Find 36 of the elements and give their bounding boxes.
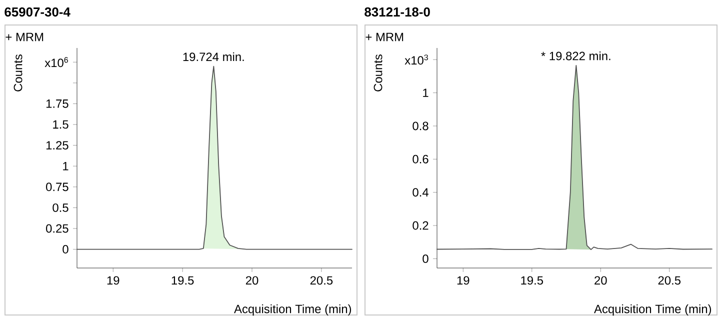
line-series — [76, 66, 352, 250]
x-tick-label: 19 — [457, 276, 470, 285]
y-tick-label: 1.25 — [46, 141, 68, 150]
x-tick-label: 19 — [107, 276, 120, 285]
chart-subtitle: + MRM — [366, 32, 404, 42]
y-tick-label: 0.2 — [412, 221, 428, 230]
annotation: * 19.822 min. — [541, 51, 610, 60]
x-tick-label: 20 — [594, 276, 607, 285]
y-tick-label: 0.8 — [412, 122, 428, 130]
y-tick-label: 1.5 — [53, 120, 68, 129]
y-tick-label: x10$^{3}$ — [404, 54, 428, 65]
y-tick-label: 0.6 — [412, 154, 428, 164]
x-tick-label: 20 — [246, 276, 258, 285]
x-tick-label: 20.5 — [658, 276, 681, 285]
y-tick-label: 0.25 — [46, 224, 68, 233]
chart-subtitle: + MRM — [6, 32, 44, 42]
x-tick-label: 20.5 — [310, 276, 333, 285]
y-tick-label: 0 — [62, 245, 68, 254]
y-tick-label: 0.75 — [46, 182, 68, 192]
chart-title: 65907-30-4 — [4, 7, 70, 17]
y-tick-label: 0 — [422, 254, 428, 263]
y-tick-label: x10$^{6}$ — [44, 57, 68, 68]
x-axis-title: Acquisition Time (min) — [594, 304, 712, 316]
y-tick-label: 1.75 — [46, 100, 68, 108]
y-tick-label: 0.5 — [52, 203, 68, 212]
chart-title: 83121-18-0 — [364, 7, 430, 17]
y-axis-title: Counts — [374, 54, 382, 92]
x-tick-label: 19.5 — [521, 276, 544, 285]
x-axis-title: Acquisition Time (min) — [234, 304, 352, 316]
x-tick-label: 19.5 — [172, 276, 194, 285]
line-series — [436, 64, 712, 250]
annotation: 19.724 min. — [183, 52, 244, 62]
y-tick-label: 1 — [63, 162, 68, 170]
y-axis-title: Counts — [14, 54, 22, 92]
y-tick-label: 1 — [423, 88, 428, 97]
y-tick-label: 0.4 — [412, 188, 428, 197]
